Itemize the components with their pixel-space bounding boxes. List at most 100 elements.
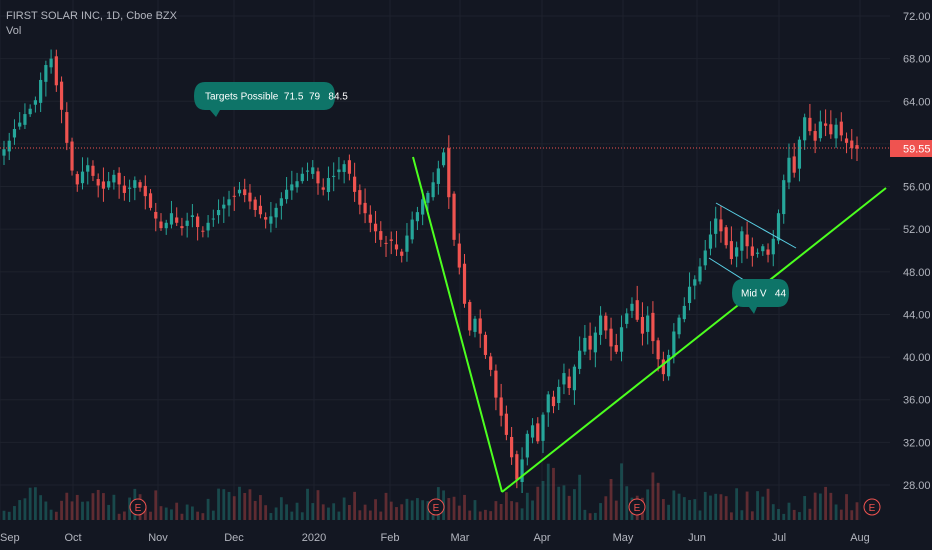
volume-bar <box>2 510 6 520</box>
candle <box>211 209 215 227</box>
volume-bar <box>332 503 336 520</box>
candles <box>2 49 859 494</box>
targets-callout-text: Targets Possible 71.5 79 84.5 <box>205 92 348 103</box>
volume-bar <box>259 495 262 520</box>
earnings-marker[interactable]: E <box>628 498 646 516</box>
trendline-v-right <box>501 187 887 493</box>
volume-bar <box>525 492 529 520</box>
volume-bar <box>33 487 37 520</box>
candle <box>237 181 242 197</box>
earnings-marker[interactable]: E <box>129 498 147 516</box>
candle <box>609 317 613 361</box>
candle <box>274 203 278 228</box>
x-tick-label: Sep <box>0 532 20 544</box>
targets-callout[interactable]: Targets Possible 71.5 79 84.5 <box>194 82 348 117</box>
volume-bar <box>75 494 79 520</box>
candle <box>154 202 158 232</box>
volume-bar <box>180 513 184 520</box>
volume-bar <box>845 494 848 520</box>
candle <box>342 160 346 184</box>
earnings-marker[interactable]: E <box>863 498 881 516</box>
volume-bar <box>468 510 472 520</box>
volume-bar <box>342 497 346 520</box>
volume-bar <box>389 501 393 520</box>
y-tick-label: 56.00 <box>903 182 931 194</box>
volume-bar <box>682 497 686 520</box>
candle <box>682 297 686 323</box>
volume-bar <box>91 493 95 520</box>
volume-bar <box>368 510 372 520</box>
channel-upper-line <box>715 202 797 249</box>
x-tick-label: Aug <box>850 532 870 544</box>
y-tick-label: 64.00 <box>903 96 931 108</box>
earnings-marker-label: E <box>869 503 876 514</box>
candle <box>677 314 681 339</box>
candle <box>379 221 383 247</box>
volume-bar <box>447 498 451 520</box>
earnings-marker[interactable]: E <box>427 498 445 516</box>
volume-bar <box>253 500 257 520</box>
candle <box>65 102 69 151</box>
volume-bar <box>269 513 273 520</box>
candle <box>410 211 414 244</box>
candle <box>567 368 571 395</box>
volume-bar <box>761 496 765 520</box>
volume-bar <box>18 500 22 520</box>
volume-bar <box>541 480 545 520</box>
candle <box>227 190 231 217</box>
candle <box>504 405 508 441</box>
candle <box>651 301 655 354</box>
volume-bar <box>567 495 571 520</box>
candle <box>117 167 121 199</box>
candle <box>96 173 100 198</box>
candle <box>80 157 85 190</box>
candle <box>515 450 519 489</box>
candle <box>525 430 529 466</box>
volume-bar <box>787 502 791 520</box>
candle <box>557 379 561 411</box>
candle <box>729 226 734 265</box>
volume-bar <box>515 502 519 520</box>
volume-bar <box>646 489 650 520</box>
earnings-markers: E E E E <box>129 498 881 516</box>
candle <box>714 206 718 248</box>
candle <box>54 49 58 92</box>
candle <box>12 119 17 145</box>
volume-bar <box>771 504 775 520</box>
volume-bar <box>562 485 566 520</box>
candle <box>23 103 27 130</box>
candle <box>389 231 393 255</box>
midv-callout-shape <box>732 279 789 314</box>
candle <box>803 113 807 150</box>
midv-callout[interactable]: Mid V 44 <box>732 279 789 314</box>
candle <box>708 221 713 256</box>
candle <box>321 178 325 196</box>
candle <box>797 136 802 182</box>
volume-bar <box>149 511 152 520</box>
candle <box>750 237 754 267</box>
grid <box>0 0 890 520</box>
candle <box>436 160 440 195</box>
volume-bar <box>824 486 828 520</box>
volume-bar <box>122 511 126 520</box>
candle <box>489 352 493 377</box>
candle <box>426 190 430 212</box>
candle <box>808 103 812 136</box>
candle <box>138 179 142 192</box>
y-tick-label: 32.00 <box>903 437 931 449</box>
time-axis[interactable]: Sep Oct Nov Dec 2020 Feb Mar Apr May Jun Jul Aug <box>0 532 870 544</box>
candle <box>771 230 775 267</box>
volume-bar <box>243 492 247 520</box>
candle <box>824 109 828 137</box>
volume-bar <box>164 507 168 520</box>
volume-bar <box>321 504 325 520</box>
candle <box>855 136 859 162</box>
price-axis[interactable]: 72.0068.0064.0060.0056.0052.0048.0044.00… <box>903 11 931 492</box>
candle <box>300 167 304 184</box>
candle <box>2 140 6 165</box>
volume-bar <box>300 512 304 520</box>
volume-bar <box>730 512 733 520</box>
volume-bar <box>107 504 111 520</box>
candle <box>311 160 315 179</box>
